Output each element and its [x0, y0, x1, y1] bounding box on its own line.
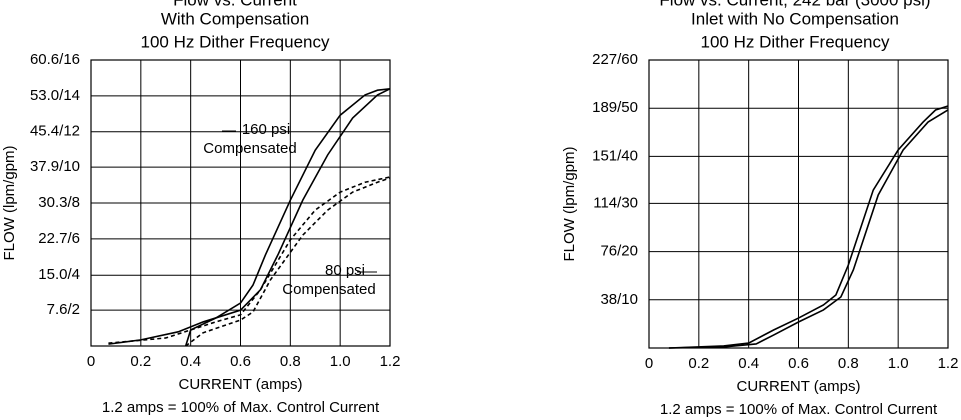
y-tick-label: 151/40 — [592, 147, 638, 164]
plot-frame — [648, 59, 949, 349]
y-tick-label: 45.4/12 — [30, 123, 80, 140]
x-tick-label: 0 — [645, 355, 653, 372]
y-tick-label: 37.9/10 — [30, 158, 80, 175]
footnote: 1.2 amps = 100% of Max. Control Current — [660, 401, 938, 418]
x-tick-label: 0.8 — [280, 353, 301, 370]
chart-subtitle: 100 Hz Dither Frequency — [141, 32, 330, 51]
y-tick-label: 30.3/8 — [38, 194, 80, 211]
chart-subtitle: With Compensation — [161, 9, 309, 28]
y-tick-label: 60.6/16 — [30, 51, 80, 68]
x-tick-label: 1.0 — [330, 353, 351, 370]
y-tick-label: 114/30 — [593, 194, 638, 211]
x-tick-label: 0.8 — [838, 355, 859, 372]
y-tick-label: 189/50 — [592, 99, 638, 116]
footnote: 1.2 amps = 100% of Max. Control Current — [102, 399, 380, 416]
x-tick-label: 0.2 — [130, 353, 151, 370]
chart-title: Flow vs. Current — [173, 0, 297, 9]
x-tick-label: 0.6 — [230, 353, 251, 370]
flow-line — [668, 105, 949, 349]
chart-subtitle: 100 Hz Dither Frequency — [701, 32, 890, 51]
annotation: Compensated — [203, 140, 296, 157]
chart-subtitle: Inlet with No Compensation — [691, 9, 899, 28]
y-tick-label: 22.7/6 — [38, 230, 80, 247]
y-tick-label: 76/20 — [600, 243, 638, 260]
y-tick-label: 15.0/4 — [38, 266, 80, 283]
x-axis-label: CURRENT (amps) — [179, 376, 303, 393]
flow-line — [185, 177, 391, 347]
annotation: Compensated — [282, 281, 375, 298]
flow-line — [108, 88, 391, 345]
y-axis-label: FLOW (lpm/gpm) — [1, 145, 18, 260]
x-tick-label: 0.4 — [738, 355, 759, 372]
annotation: 80 psi — [325, 262, 365, 279]
x-tick-label: 1.2 — [938, 355, 959, 372]
x-tick-label: 0.4 — [180, 353, 201, 370]
y-tick-label: 227/60 — [592, 51, 638, 68]
x-tick-label: 0.6 — [788, 355, 809, 372]
y-axis-label: FLOW (lpm/gpm) — [561, 146, 578, 261]
y-tick-label: 38/10 — [600, 291, 638, 308]
x-tick-label: 1.2 — [380, 353, 401, 370]
y-tick-label: 7.6/2 — [47, 301, 80, 318]
x-tick-label: 1.0 — [888, 355, 909, 372]
chart-title: Flow vs. Current, 242 bar (3000 psi) — [659, 0, 930, 9]
x-tick-label: 0 — [87, 353, 95, 370]
x-tick-label: 0.2 — [688, 355, 709, 372]
x-axis-label: CURRENT (amps) — [737, 378, 861, 395]
y-tick-label: 53.0/14 — [30, 87, 80, 104]
annotation: 160 psi — [242, 121, 290, 138]
flow-line — [108, 176, 391, 344]
plot-frame — [90, 59, 391, 347]
flow-line — [668, 109, 949, 349]
